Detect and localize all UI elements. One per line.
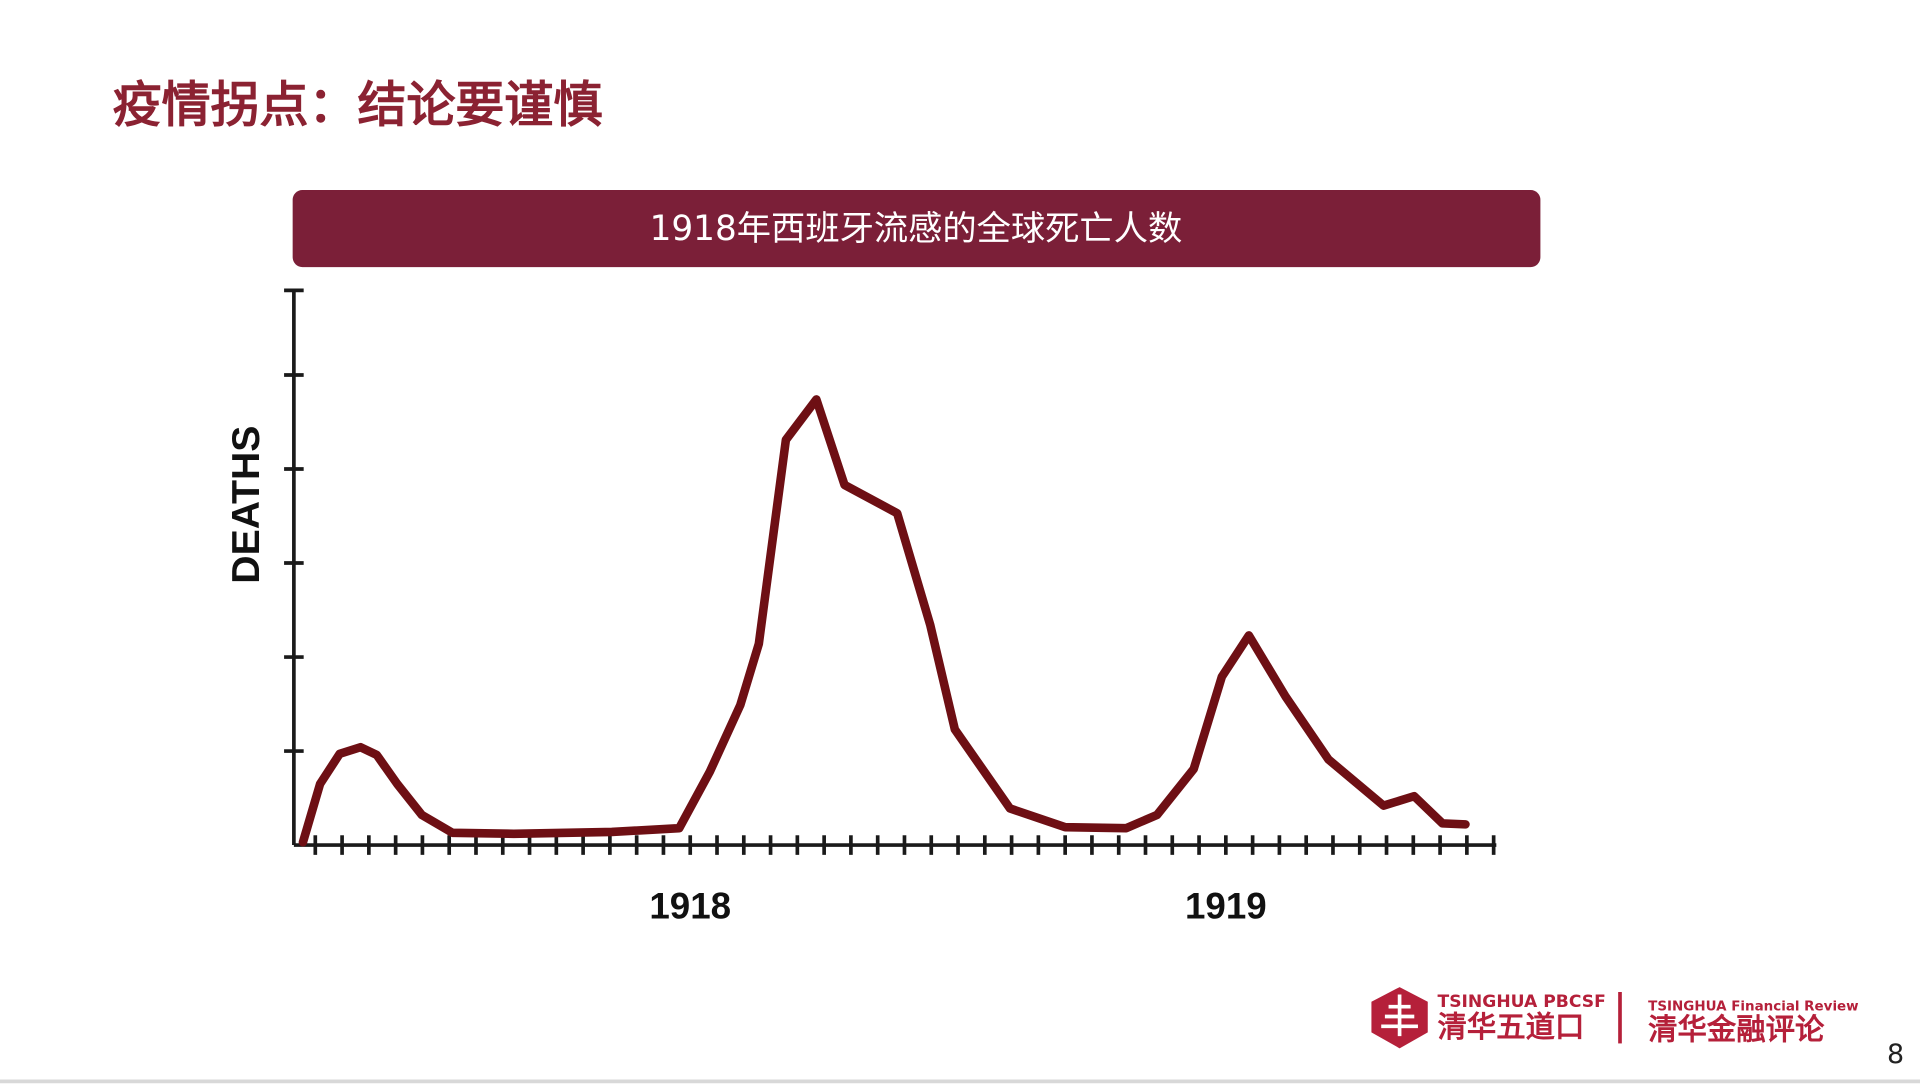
logo-right: TSINGHUA Financial Review 清华金融评论 — [1648, 1000, 1858, 1047]
logo-left: TSINGHUA PBCSF 清华五道口 — [1371, 987, 1606, 1049]
logo-left-cn: 清华五道口 — [1438, 1010, 1585, 1044]
banner-text: 1918年西班牙流感的全球死亡人数 — [650, 209, 1183, 249]
logo-right-en: TSINGHUA Financial Review — [1648, 1000, 1858, 1015]
logo-right-cn: 清华金融评论 — [1648, 1013, 1825, 1047]
banner — [292, 189, 1541, 268]
y-axis-label: DEATHS — [225, 426, 268, 584]
x-tick-label: 1918 — [649, 885, 731, 926]
logo-left-en: TSINGHUA PBCSF — [1438, 992, 1606, 1012]
data-line — [298, 395, 1470, 847]
plot: 1918 1919 — [284, 288, 1497, 926]
slide-title: 疫情拐点：结论要谨慎 — [113, 76, 603, 133]
page-number: 8 — [1887, 1039, 1904, 1070]
x-tick-label: 1919 — [1185, 885, 1267, 926]
logo-icon-mark — [1381, 994, 1418, 1037]
